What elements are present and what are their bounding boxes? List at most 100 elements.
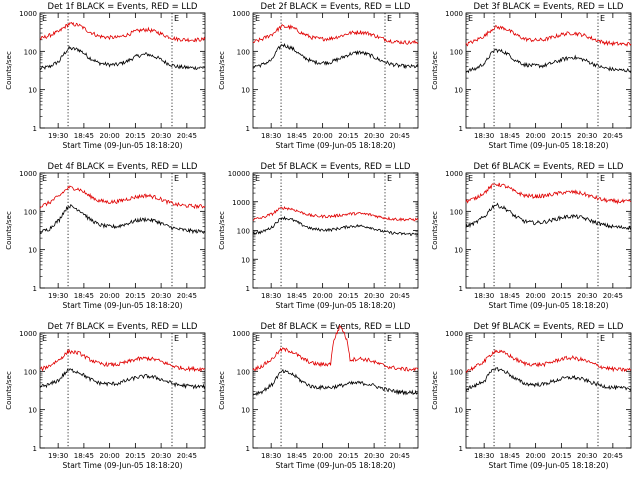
corner-mark: E <box>255 14 260 23</box>
x-tick-label: 18:45 <box>500 292 520 300</box>
x-tick-label: 18:30 <box>261 292 281 300</box>
chart-title: Det 9f BLACK = Events, RED = LLD <box>474 322 624 332</box>
y-tick-label: 100 <box>237 368 250 376</box>
y-axis-label: Counts/sec <box>431 371 439 410</box>
y-tick-label: 1 <box>246 125 250 133</box>
x-tick-label: 18:45 <box>287 132 307 140</box>
plot-frame <box>252 12 419 129</box>
lld-series-line <box>252 325 419 372</box>
corner-mark: E <box>468 174 473 183</box>
corner-mark: E <box>255 334 260 343</box>
x-tick-label: 20:30 <box>151 292 171 300</box>
x-tick-label: 18:45 <box>500 132 520 140</box>
corner-mark: E <box>468 14 473 23</box>
x-tick-label: 20:00 <box>526 292 546 300</box>
x-tick-label: 20:45 <box>603 452 623 460</box>
y-tick-label: 1000 <box>445 170 463 178</box>
x-tick-label: 20:45 <box>603 132 623 140</box>
events-series-line <box>39 368 206 390</box>
lld-series-line <box>39 348 206 373</box>
y-tick-label: 1 <box>459 445 463 453</box>
events-series-line <box>465 366 632 392</box>
corner-mark: E <box>387 334 392 343</box>
chart-panel: Det 9f BLACK = Events, RED = LLD 1 10 100 10… <box>431 322 632 470</box>
x-tick-label: 20:30 <box>151 132 171 140</box>
plot-frame <box>39 12 206 129</box>
x-tick-label: 19:30 <box>48 132 68 140</box>
y-tick-label: 1000 <box>232 330 250 338</box>
x-tick-label: 20:00 <box>526 452 546 460</box>
y-tick-label: 10 <box>241 87 250 95</box>
x-tick-label: 20:30 <box>364 452 384 460</box>
plot-frame <box>252 172 419 289</box>
corner-mark: E <box>42 174 47 183</box>
corner-mark: E <box>42 334 47 343</box>
x-axis-label: Start Time (09-Jun-05 18:18:20) <box>276 141 396 150</box>
x-tick-label: 20:15 <box>551 132 571 140</box>
y-tick-label: 100 <box>237 48 250 56</box>
x-tick-label: 18:45 <box>74 132 94 140</box>
x-tick-label: 19:30 <box>48 452 68 460</box>
events-series-line <box>39 204 206 235</box>
y-tick-label: 100 <box>450 208 463 216</box>
corner-mark: E <box>600 14 605 23</box>
x-tick-label: 18:30 <box>474 292 494 300</box>
x-tick-label: 18:30 <box>474 132 494 140</box>
x-tick-label: 20:15 <box>338 452 358 460</box>
chart-title: Det 2f BLACK = Events, RED = LLD <box>261 2 411 12</box>
x-tick-label: 20:15 <box>125 132 145 140</box>
y-axis-label: Counts/sec <box>431 211 439 250</box>
lld-series-line <box>39 21 206 43</box>
y-tick-label: 100 <box>24 48 37 56</box>
x-tick-label: 18:45 <box>287 452 307 460</box>
plot-frame <box>465 172 632 289</box>
y-tick-label: 100 <box>24 368 37 376</box>
x-tick-label: 20:45 <box>390 452 410 460</box>
y-tick-label: 1000 <box>19 170 37 178</box>
y-axis-label: Counts/sec <box>5 51 13 90</box>
chart-panel: Det 7f BLACK = Events, RED = LLD 1 10 100 10… <box>5 322 206 470</box>
y-axis-label: Counts/sec <box>218 211 226 250</box>
x-axis-label: Start Time (09-Jun-05 18:18:20) <box>63 301 183 310</box>
x-tick-label: 18:30 <box>474 452 494 460</box>
lld-series-line <box>465 24 632 47</box>
chart-panel: Det 2f BLACK = Events, RED = LLD 1 10 100 10… <box>218 2 419 150</box>
y-tick-label: 10 <box>241 256 250 264</box>
y-tick-label: 1000 <box>19 10 37 18</box>
chart-title: Det 7f BLACK = Events, RED = LLD <box>48 322 198 332</box>
x-tick-label: 20:15 <box>551 292 571 300</box>
y-tick-label: 1 <box>33 125 37 133</box>
chart-title: Det 8f BLACK = Events, RED = LLD <box>261 322 411 332</box>
corner-mark: E <box>600 174 605 183</box>
chart-panel: Det 6f BLACK = Events, RED = LLD 1 10 100 10… <box>431 162 632 310</box>
x-tick-label: 18:45 <box>500 452 520 460</box>
x-axis-label: Start Time (09-Jun-05 18:18:20) <box>63 141 183 150</box>
x-tick-label: 20:00 <box>313 452 333 460</box>
events-series-line <box>465 48 632 74</box>
y-tick-label: 10 <box>454 87 463 95</box>
corner-mark: E <box>174 174 179 183</box>
lld-series-line <box>252 23 419 45</box>
x-axis-label: Start Time (09-Jun-05 18:18:20) <box>489 141 609 150</box>
x-tick-label: 20:00 <box>313 292 333 300</box>
lld-series-line <box>252 206 419 222</box>
y-tick-label: 1 <box>33 445 37 453</box>
events-series-line <box>39 45 206 71</box>
chart-title: Det 6f BLACK = Events, RED = LLD <box>474 162 624 172</box>
y-tick-label: 10 <box>241 407 250 415</box>
events-series-line <box>252 368 419 396</box>
x-axis-label: Start Time (09-Jun-05 18:18:20) <box>489 461 609 470</box>
x-axis-label: Start Time (09-Jun-05 18:18:20) <box>489 301 609 310</box>
y-axis-label: Counts/sec <box>431 51 439 90</box>
x-axis-label: Start Time (09-Jun-05 18:18:20) <box>276 301 396 310</box>
y-tick-label: 1 <box>246 285 250 293</box>
corner-mark: E <box>387 14 392 23</box>
y-tick-label: 10 <box>454 247 463 255</box>
events-series-line <box>252 215 419 236</box>
corner-mark: E <box>600 334 605 343</box>
plot-frame <box>39 332 206 449</box>
chart-title: Det 3f BLACK = Events, RED = LLD <box>474 2 624 12</box>
x-tick-label: 18:30 <box>261 452 281 460</box>
